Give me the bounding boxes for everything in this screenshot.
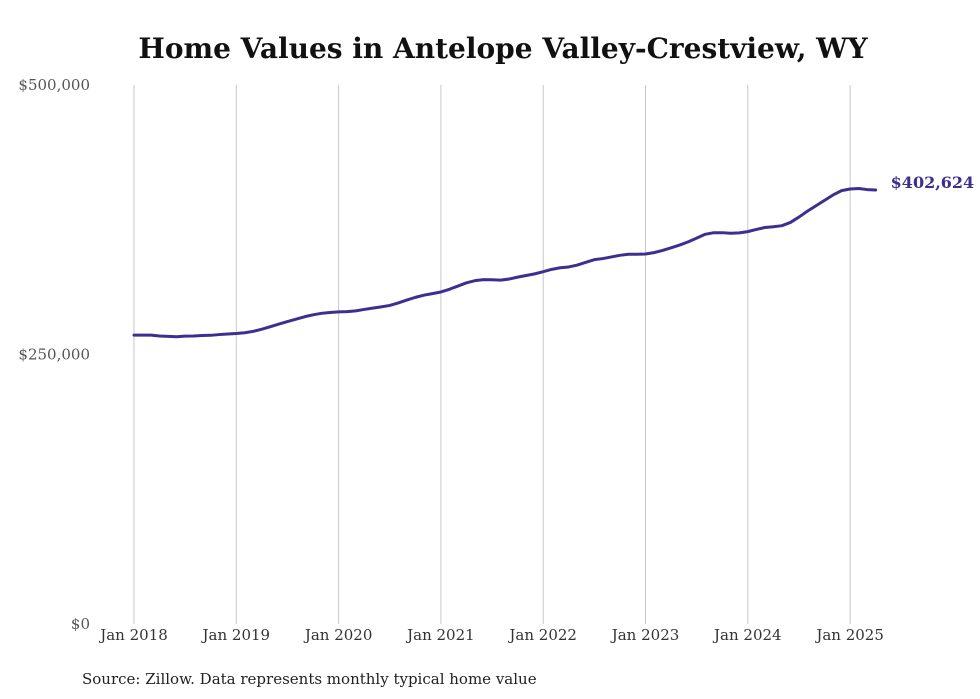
y-tick-label: $250,000 (18, 346, 90, 364)
y-tick-label: $0 (71, 615, 90, 633)
x-tick-label: Jan 2019 (201, 626, 271, 644)
x-tick-label: Jan 2018 (98, 626, 168, 644)
x-tick-label: Jan 2022 (507, 626, 577, 644)
gridlines (133, 85, 851, 624)
y-tick-label: $500,000 (18, 76, 90, 94)
x-tick-label: Jan 2024 (712, 626, 782, 644)
x-tick-label: Jan 2021 (405, 626, 475, 644)
chart-title: Home Values in Antelope Valley-Crestview… (138, 32, 868, 65)
source-note: Source: Zillow. Data represents monthly … (82, 670, 537, 688)
series-layer (132, 186, 878, 339)
y-axis-ticks: $0 $250,000 $500,000 (18, 76, 90, 633)
x-tick-label: Jan 2020 (303, 626, 373, 644)
home-value-line (132, 186, 878, 339)
x-tick-label: Jan 2025 (814, 626, 884, 644)
x-tick-label: Jan 2023 (610, 626, 680, 644)
x-axis-ticks: Jan 2018 Jan 2019 Jan 2020 Jan 2021 Jan 2022… (98, 626, 884, 644)
last-value-label: $402,624 (891, 173, 975, 192)
